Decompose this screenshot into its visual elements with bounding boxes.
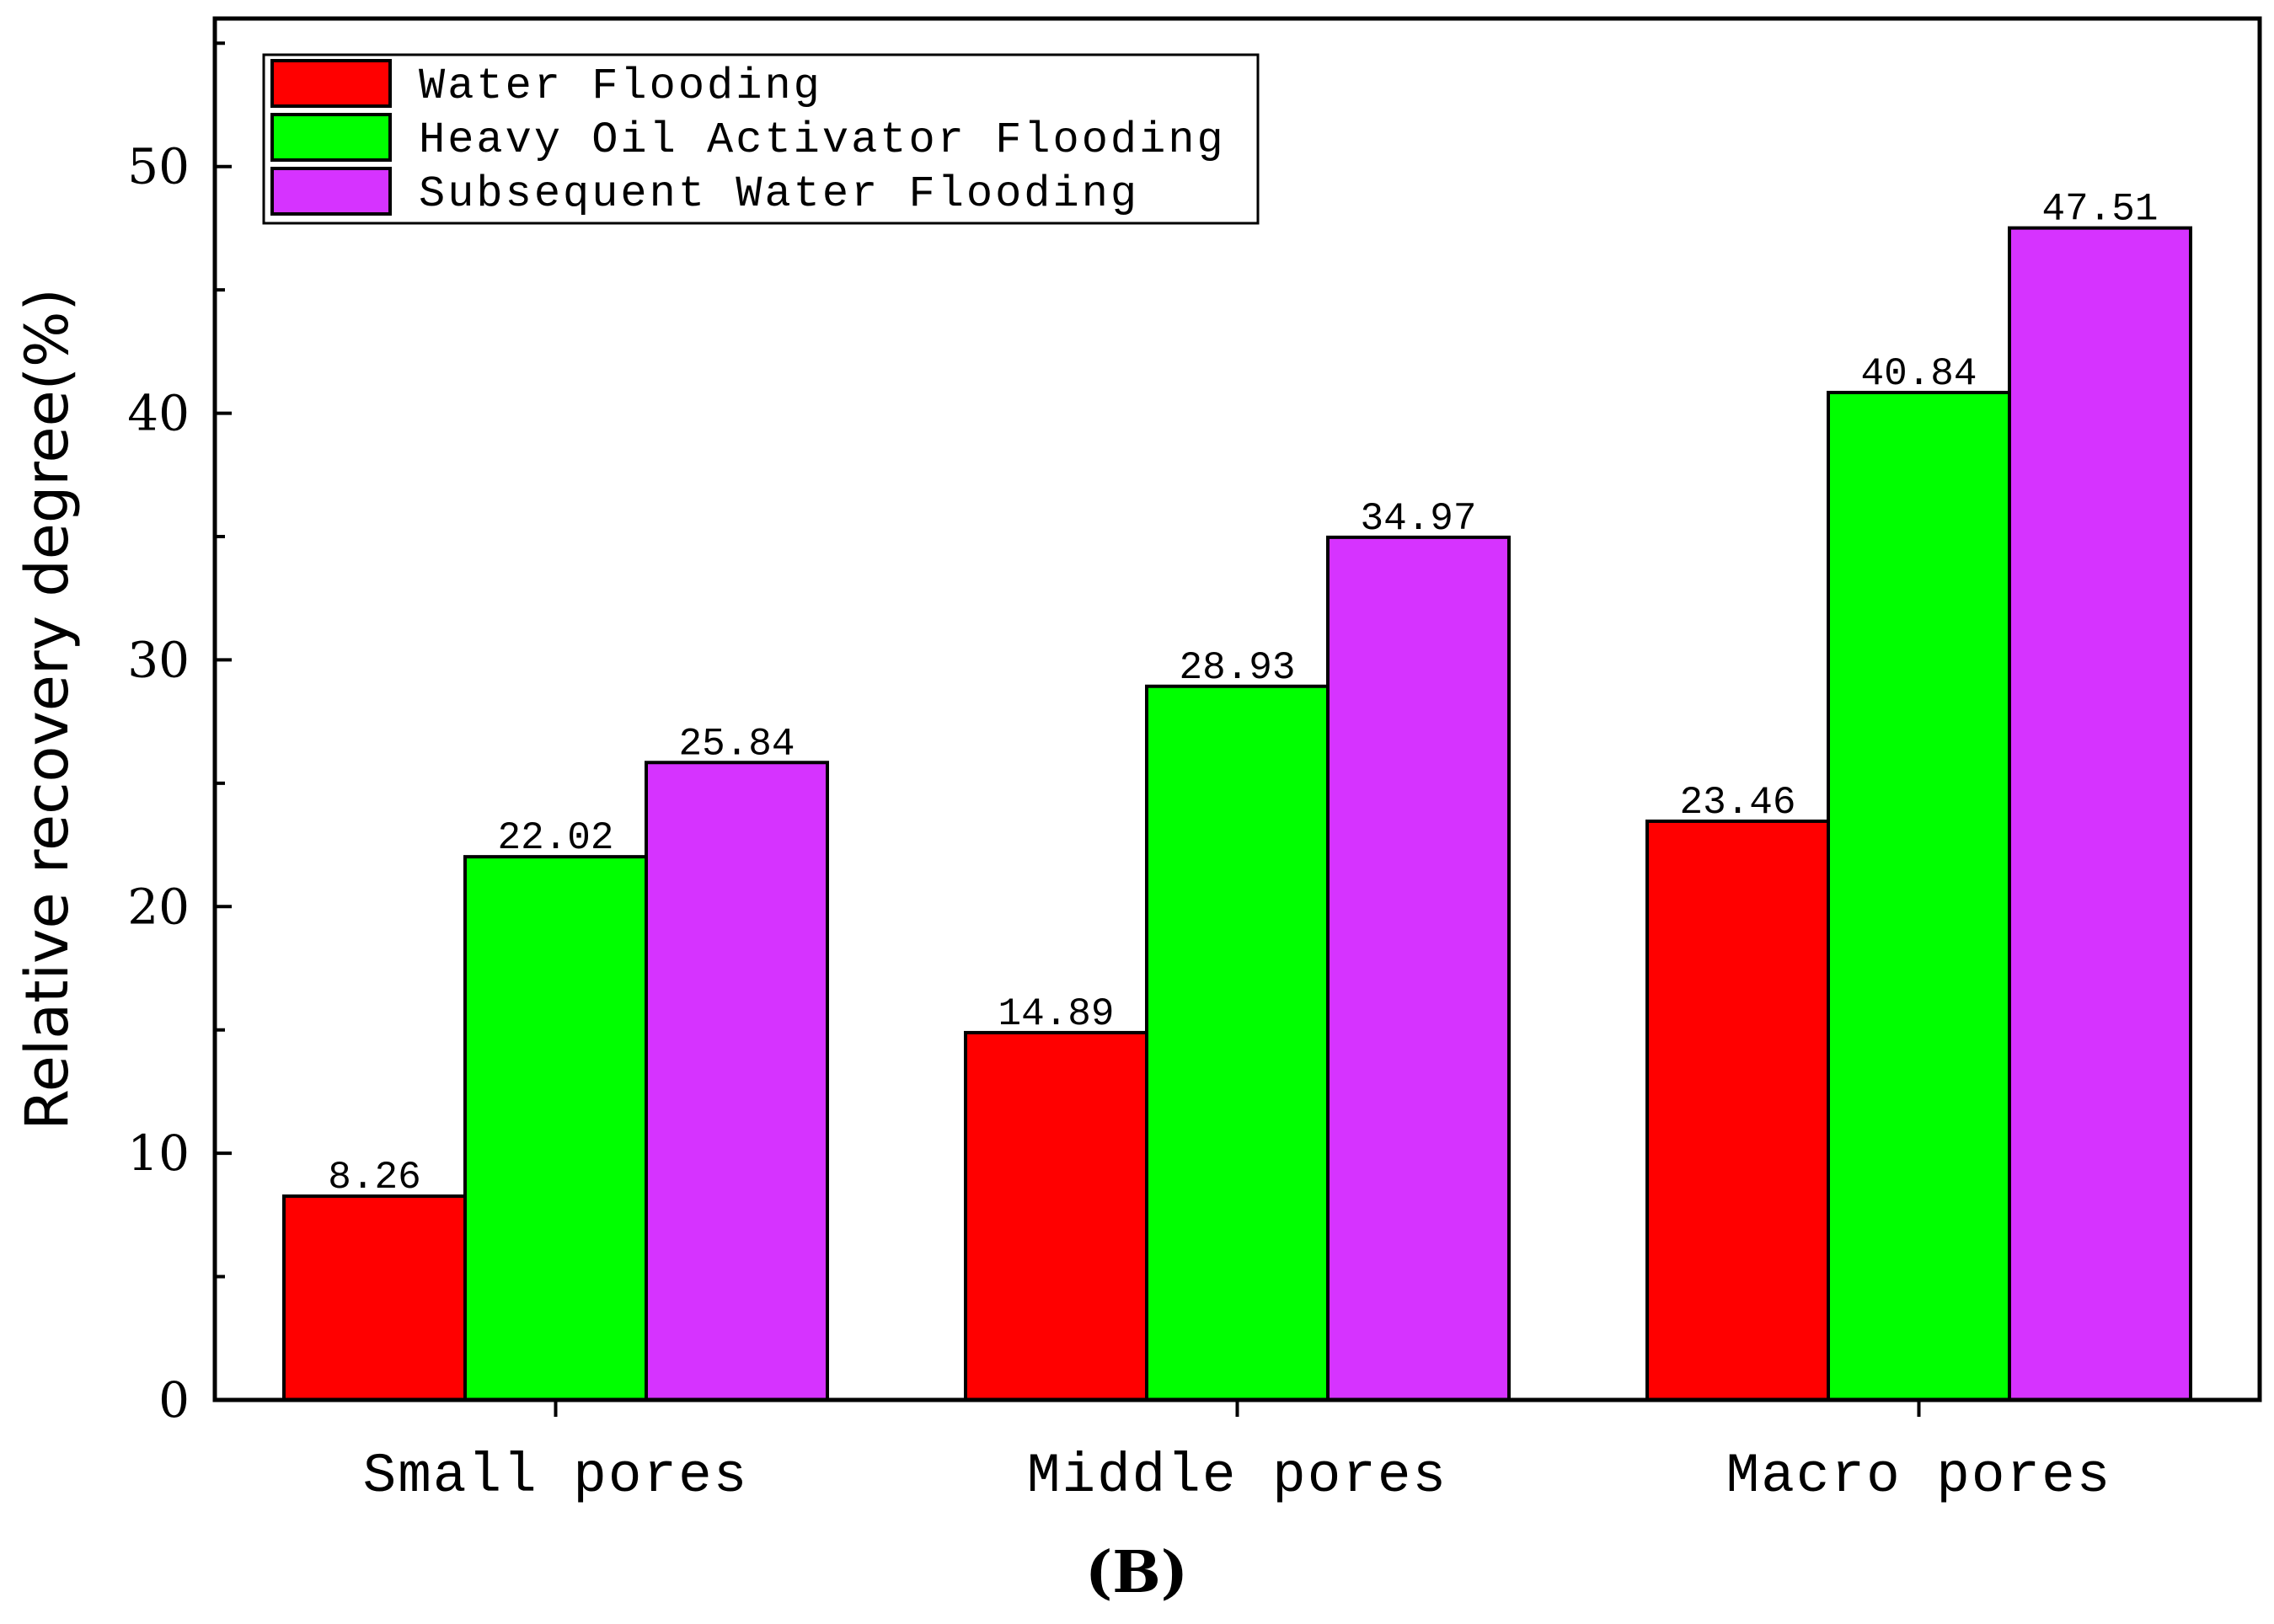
legend-swatch-water-flooding — [270, 59, 392, 108]
bar-subsequent-water-flooding-middle-pores — [1326, 535, 1511, 1402]
y-tick-label: 20 — [127, 878, 190, 935]
y-tick-label: 50 — [127, 138, 190, 195]
bars-layer — [282, 226, 2192, 1402]
x-axis: Small pores Middle pores Macro pores — [363, 1400, 2112, 1508]
x-category-label: Middle pores — [1027, 1445, 1447, 1508]
data-label: 34.97 — [1360, 497, 1476, 541]
bar-subsequent-water-flooding-small-pores — [645, 761, 829, 1402]
y-tick-label: 0 — [158, 1371, 190, 1429]
data-label: 25.84 — [678, 722, 795, 766]
y-axis-title: Relative recovery degree(%) — [13, 288, 82, 1130]
bar-heavy-oil-activator-flooding-small-pores — [463, 855, 648, 1402]
legend-swatch-heavy-oil-activator-flooding — [270, 113, 392, 162]
data-label: 28.93 — [1179, 646, 1295, 690]
data-label: 47.51 — [2041, 188, 2158, 232]
bar-water-flooding-middle-pores — [964, 1030, 1148, 1402]
legend-swatch-subsequent-water-flooding — [270, 167, 392, 216]
y-axis: 0 10 20 30 40 50 — [127, 41, 232, 1429]
bar-water-flooding-macro-pores — [1645, 819, 1830, 1402]
data-label: 8.26 — [328, 1156, 420, 1199]
legend-box — [262, 53, 1260, 225]
y-tick-label: 10 — [127, 1125, 190, 1182]
data-label: 40.84 — [1860, 352, 1977, 396]
data-label: 22.02 — [497, 816, 613, 860]
x-category-label: Small pores — [363, 1445, 749, 1508]
legend-label: Heavy Oil Activator Flooding — [419, 115, 1226, 165]
y-tick-label: 30 — [127, 631, 190, 688]
y-tick-label: 40 — [127, 385, 190, 442]
x-category-label: Macro pores — [1726, 1445, 2112, 1508]
data-label: 23.46 — [1679, 781, 1795, 825]
data-label: 14.89 — [998, 992, 1114, 1036]
legend-label: Water Flooding — [419, 61, 822, 111]
bar-subsequent-water-flooding-macro-pores — [2008, 226, 2192, 1402]
bar-heavy-oil-activator-flooding-middle-pores — [1145, 684, 1330, 1402]
figure-caption: (B) — [1085, 1539, 1188, 1606]
bar-heavy-oil-activator-flooding-macro-pores — [1827, 390, 2011, 1402]
data-labels-layer: 8.26 22.02 25.84 14.89 28.93 34.97 23.46 40.84 4… — [328, 188, 2158, 1199]
bar-water-flooding-small-pores — [282, 1194, 467, 1402]
legend-label: Subsequent Water Flooding — [419, 169, 1139, 219]
